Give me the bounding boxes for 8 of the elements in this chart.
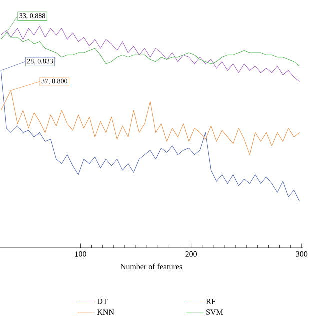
x-axis-title: Number of features (120, 264, 182, 270)
legend-label: DT (97, 298, 108, 304)
legend-label: SVM (206, 310, 224, 316)
legend-label: KNN (97, 310, 114, 315)
x-tick-label: 200 (186, 252, 198, 257)
x-tick-label: 300 (296, 252, 308, 257)
legend-label: RF (206, 298, 216, 304)
x-tick-label: 100 (75, 252, 86, 257)
